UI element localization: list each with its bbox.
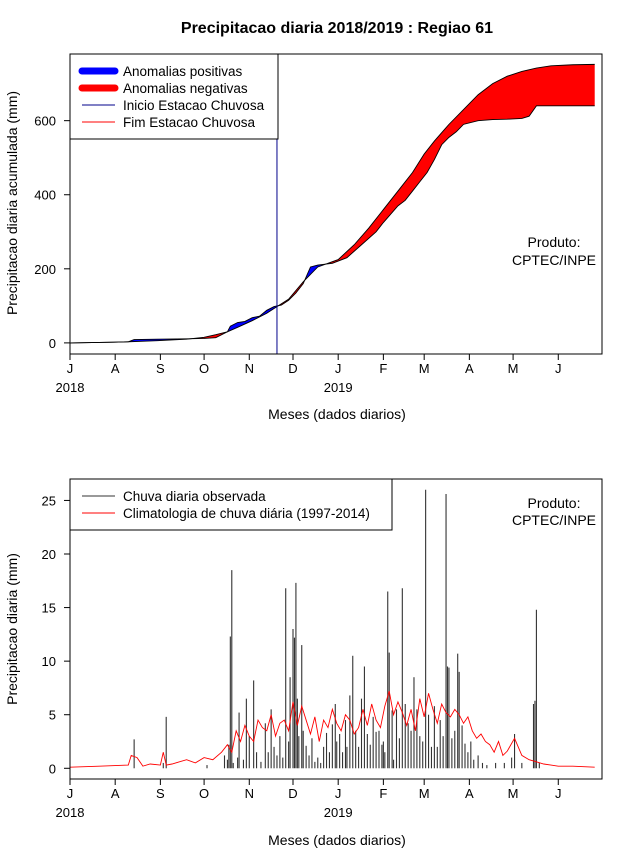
- bottom-x-tick-label: J: [555, 786, 562, 801]
- top-plot-frame: [69, 53, 603, 355]
- top-annotation-line1: Produto:: [528, 234, 581, 250]
- daily-precip-chart: J A S O N D J F M A M J 2018 2019 0 5 10 15 20 25 Precipita…: [4, 478, 603, 848]
- bottom-axes: J A S O N D J F M A M J 2018 2019 0 5 10 15 20 25: [42, 493, 562, 820]
- positive-anomaly-area: [70, 338, 191, 343]
- top-x-axis-label: Meses (dados diarios): [268, 406, 406, 422]
- daily-bars: [133, 489, 540, 769]
- top-x-tick-label: N: [245, 361, 254, 376]
- bottom-x-tick-label: A: [111, 786, 120, 801]
- legend-label-observed: Chuva diaria observada: [123, 489, 266, 504]
- bottom-x-tick-label: D: [288, 786, 297, 801]
- bottom-y-tick-label: 15: [42, 601, 56, 616]
- top-x-tick-label: D: [288, 361, 297, 376]
- bottom-legend: Chuva diaria observada Climatologia de c…: [69, 478, 393, 531]
- positive-anomaly-area: [304, 264, 326, 281]
- top-x-tick-label: M: [508, 361, 519, 376]
- negative-anomaly-area: [277, 280, 305, 307]
- bottom-x-tick-label: O: [199, 786, 209, 801]
- bottom-y-tick-label: 10: [42, 654, 56, 669]
- positive-anomaly-area: [227, 305, 278, 332]
- top-y-tick-label: 400: [34, 188, 56, 203]
- climatology-line: [69, 691, 595, 768]
- bottom-annotation-line2: CPTEC/INPE: [512, 512, 596, 528]
- top-x-tick-label: J: [335, 361, 342, 376]
- top-x-tick-label: F: [379, 361, 387, 376]
- anomaly-areas: [69, 63, 595, 344]
- top-legend: Anomalias positivas Anomalias negativas …: [69, 53, 279, 140]
- legend-label-climatology: Climatologia de chuva diária (1997-2014): [123, 506, 370, 521]
- bottom-x-tick-label: A: [465, 786, 474, 801]
- top-year-label: 2018: [56, 380, 85, 395]
- bottom-year-label: 2019: [324, 805, 353, 820]
- legend-label-negative: Anomalias negativas: [123, 81, 248, 96]
- legend-label-end: Fim Estacao Chuvosa: [123, 115, 256, 130]
- top-y-tick-label: 0: [49, 336, 56, 351]
- observed-cumulative-line: [69, 105, 595, 344]
- top-x-tick-label: M: [419, 361, 430, 376]
- bottom-x-tick-label: J: [67, 786, 74, 801]
- top-x-tick-label: S: [156, 361, 165, 376]
- top-x-tick-label: J: [67, 361, 74, 376]
- bottom-annotation-line1: Produto:: [528, 495, 581, 511]
- legend-label-start: Inicio Estacao Chuvosa: [123, 98, 265, 113]
- top-x-tick-label: A: [465, 361, 474, 376]
- top-x-tick-label: O: [199, 361, 209, 376]
- top-annotation-line2: CPTEC/INPE: [512, 252, 596, 268]
- bottom-x-tick-label: M: [508, 786, 519, 801]
- top-year-label: 2019: [324, 380, 353, 395]
- negative-anomaly-area: [325, 64, 595, 265]
- bottom-legend-box: [69, 478, 393, 531]
- bottom-x-tick-label: F: [379, 786, 387, 801]
- top-axes: J A S O N D J F M A M J 2018 2019 0 200 400 600: [34, 114, 561, 395]
- top-y-tick-label: 600: [34, 114, 56, 129]
- bottom-x-axis-label: Meses (dados diarios): [268, 832, 406, 848]
- bottom-year-label: 2018: [56, 805, 85, 820]
- bottom-y-tick-label: 20: [42, 547, 56, 562]
- chart-title: Precipitacao diaria 2018/2019 : Regiao 6…: [181, 20, 493, 37]
- bottom-x-tick-label: N: [245, 786, 254, 801]
- bottom-x-tick-label: J: [335, 786, 342, 801]
- bottom-y-axis-label: Precipitacao diaria (mm): [4, 553, 20, 705]
- bottom-x-tick-label: S: [156, 786, 165, 801]
- top-x-tick-label: J: [555, 361, 562, 376]
- bottom-y-tick-label: 0: [49, 761, 56, 776]
- top-y-axis-label: Precipitacao diaria acumulada (mm): [4, 91, 20, 315]
- top-x-tick-label: A: [111, 361, 120, 376]
- bottom-y-tick-label: 5: [49, 708, 56, 723]
- legend-label-positive: Anomalias positivas: [123, 64, 243, 79]
- bottom-y-tick-label: 25: [42, 493, 56, 508]
- climatology-cumulative-line: [69, 63, 595, 344]
- cumulative-precip-chart: J A S O N D J F M A M J 2018 2019 0 200 400 600 Precipita…: [4, 53, 603, 422]
- bottom-x-tick-label: M: [419, 786, 430, 801]
- top-y-tick-label: 200: [34, 262, 56, 277]
